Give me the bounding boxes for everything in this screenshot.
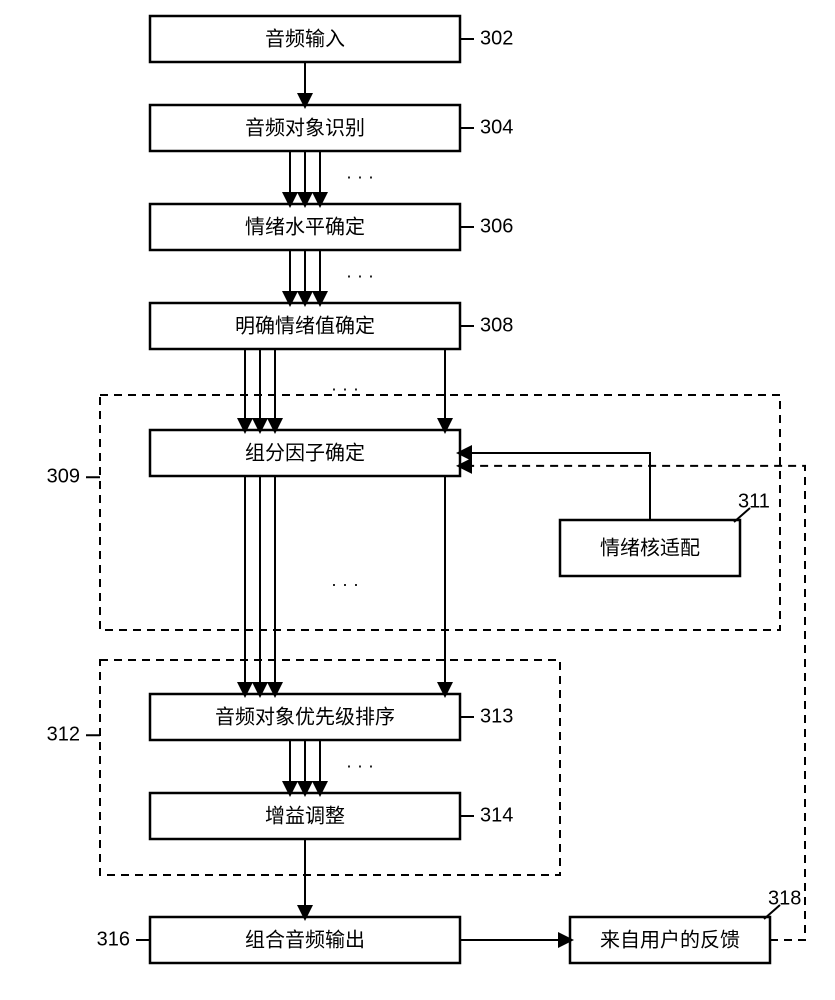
node-label-n306: 情绪水平确定 [245,215,365,238]
ellipsis-n310-n313: · · · [331,574,359,594]
ref-label-311: 311 [738,490,770,512]
node-label-n318: 来自用户的反馈 [600,928,740,951]
node-label-n308: 明确情绪值确定 [235,314,375,337]
ref-label-312: 312 [47,724,80,746]
ref-label-318: 318 [768,887,801,909]
ellipsis-n313-n314: · · · [346,755,374,775]
ellipsis-n306-n308: · · · [346,265,374,285]
ref-label-302: 302 [480,27,513,49]
node-label-n310: 组分因子确定 [245,441,365,464]
ref-label-309: 309 [47,466,80,488]
ref-label-316: 316 [97,928,130,950]
ref-label-313: 313 [480,705,513,727]
node-label-n302: 音频输入 [265,27,345,50]
node-label-n311: 情绪核适配 [600,536,700,559]
node-label-n314: 增益调整 [265,804,345,827]
node-label-n304: 音频对象识别 [245,116,365,139]
ref-label-304: 304 [480,116,513,138]
ref-label-314: 314 [480,804,513,826]
ref-label-308: 308 [480,314,513,336]
node-label-n316: 组合音频输出 [245,928,365,951]
node-label-n313: 音频对象优先级排序 [215,705,395,728]
group-312 [100,660,560,875]
ellipsis-n304-n306: · · · [346,166,374,186]
edge-n311-n310 [460,453,650,520]
ellipsis-n308-n310: · · · [331,378,359,398]
ref-label-306: 306 [480,215,513,237]
